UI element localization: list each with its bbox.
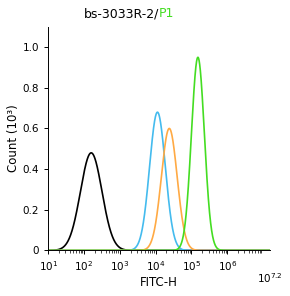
Text: $10^{7.2}$: $10^{7.2}$ — [258, 272, 283, 286]
Y-axis label: Count (10³): Count (10³) — [7, 105, 20, 173]
Text: bs-3033R-2/: bs-3033R-2/ — [84, 7, 159, 20]
X-axis label: FITC-H: FITC-H — [140, 276, 178, 289]
Text: P1: P1 — [159, 7, 175, 20]
